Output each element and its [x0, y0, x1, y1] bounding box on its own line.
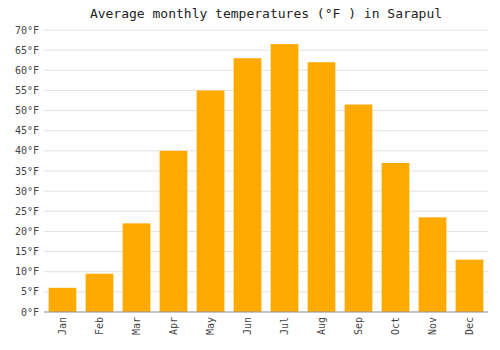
y-tick-label: 45°F [15, 125, 39, 136]
x-tick-label: Feb [94, 317, 105, 335]
y-grid [44, 30, 488, 312]
y-tick-label: 25°F [15, 206, 39, 217]
bar [234, 58, 262, 312]
y-tick-label: 30°F [15, 186, 39, 197]
x-tick-label: Dec [464, 317, 475, 335]
grid-line [44, 70, 488, 71]
bar [123, 223, 151, 312]
grid-line [44, 90, 488, 91]
y-tick-label: 55°F [15, 85, 39, 96]
x-tick-label: Jul [279, 317, 290, 335]
bar [382, 163, 410, 312]
x-tick-label: Mar [131, 317, 142, 335]
x-tick-label: May [205, 317, 216, 335]
y-tick-label: 35°F [15, 166, 39, 177]
x-tick-label: Nov [427, 317, 438, 335]
x-tick-label: Jun [242, 317, 253, 335]
y-tick-label: 65°F [15, 45, 39, 56]
bar [345, 105, 373, 312]
grid-line [44, 110, 488, 111]
grid-line [44, 130, 488, 131]
x-axis-line [44, 312, 488, 313]
grid-line [44, 191, 488, 192]
grid-line [44, 171, 488, 172]
y-tick-label: 20°F [15, 226, 39, 237]
chart: Average monthly temperatures (°F ) in Sa… [0, 0, 500, 350]
chart-container: Average monthly temperatures (°F ) in Sa… [0, 0, 500, 350]
y-tick-label: 40°F [15, 145, 39, 156]
y-tick-label: 70°F [15, 25, 39, 36]
bars [49, 44, 484, 312]
x-tick-label: Sep [353, 317, 364, 335]
title: Average monthly temperatures (°F ) in Sa… [90, 6, 442, 21]
grid-line [44, 30, 488, 31]
bar [49, 288, 77, 312]
bar [197, 90, 225, 312]
grid-line [44, 312, 488, 313]
y-tick-label: 15°F [15, 246, 39, 257]
bar [308, 62, 336, 312]
x-tick-label: Aug [316, 317, 327, 335]
grid-line [44, 50, 488, 51]
bar [456, 260, 484, 312]
x-tick-label: Oct [390, 317, 401, 335]
y-tick-label: 5°F [21, 286, 39, 297]
bar [271, 44, 299, 312]
y-tick-label: 60°F [15, 65, 39, 76]
bar [86, 274, 114, 312]
y-tick-label: 10°F [15, 266, 39, 277]
x-tick-label: Apr [168, 317, 179, 335]
grid-line [44, 211, 488, 212]
bar [160, 151, 188, 312]
bar [419, 217, 447, 312]
x-tick-label: Jan [57, 317, 68, 335]
y-tick-label: 0°F [21, 307, 39, 318]
y-tick-label: 50°F [15, 105, 39, 116]
grid-line [44, 150, 488, 151]
